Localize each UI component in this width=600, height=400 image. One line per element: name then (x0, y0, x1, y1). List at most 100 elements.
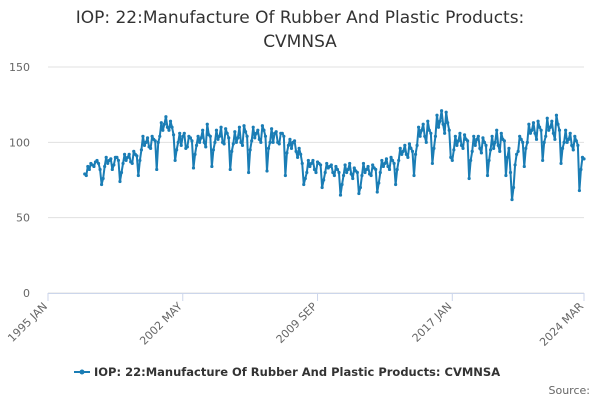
data-point (164, 115, 168, 119)
data-point (145, 136, 150, 140)
data-point (341, 173, 346, 178)
data-point (375, 190, 379, 194)
data-point (507, 146, 511, 150)
data-point (404, 152, 408, 156)
data-point (565, 140, 569, 144)
data-point (269, 127, 274, 131)
data-point (539, 128, 543, 132)
data-point (124, 158, 128, 163)
data-point (318, 163, 323, 167)
data-point (527, 122, 531, 126)
data-point (171, 133, 176, 137)
data-point (306, 158, 310, 163)
data-point (568, 131, 572, 135)
data-point (490, 134, 494, 138)
data-point (409, 146, 413, 150)
data-point (415, 143, 419, 147)
data-point (400, 152, 404, 156)
data-point (430, 161, 434, 166)
data-point (106, 161, 110, 166)
data-point (188, 136, 193, 140)
data-point (242, 124, 246, 128)
data-point (531, 121, 536, 125)
data-point (259, 140, 263, 144)
data-point (292, 139, 297, 143)
data-point (165, 125, 170, 129)
data-point (202, 140, 206, 144)
data-point (167, 128, 171, 132)
data-point (265, 169, 269, 173)
data-point (424, 140, 428, 144)
data-point (234, 140, 238, 144)
data-point (438, 119, 442, 123)
data-point (101, 176, 105, 181)
data-point (296, 155, 300, 159)
data-point (435, 113, 439, 117)
data-point (504, 173, 508, 178)
data-point (118, 179, 122, 184)
data-point (176, 140, 180, 144)
data-point (161, 128, 165, 132)
data-point (582, 157, 586, 161)
data-point (479, 151, 483, 155)
data-point (332, 173, 336, 178)
data-point (544, 134, 548, 138)
data-point (175, 148, 179, 152)
data-point (562, 140, 566, 144)
data-point (482, 140, 487, 144)
data-point (467, 176, 471, 181)
data-point (556, 122, 560, 126)
data-point (136, 173, 140, 178)
data-point (289, 146, 294, 150)
data-point (173, 158, 177, 163)
data-point (459, 143, 464, 147)
data-point (87, 167, 91, 172)
data-point (384, 157, 389, 161)
data-point (230, 149, 234, 153)
data-point (150, 134, 154, 138)
data-point (536, 119, 540, 123)
data-point (248, 148, 252, 152)
data-point (219, 125, 223, 129)
data-point (545, 116, 549, 120)
data-point (322, 178, 326, 182)
data-point (334, 164, 338, 169)
data-point (95, 158, 99, 163)
data-point (109, 157, 113, 161)
data-point (574, 139, 578, 143)
data-point (521, 140, 525, 144)
data-point (426, 119, 430, 123)
data-point (119, 170, 124, 175)
data-point (98, 167, 102, 172)
data-point (243, 130, 248, 134)
data-point (394, 182, 398, 187)
data-point (378, 170, 382, 175)
data-point (417, 125, 421, 129)
x-tick-label: 2024 MAR (537, 300, 586, 349)
source: Source: (549, 384, 591, 397)
data-point (511, 185, 516, 190)
data-point (240, 143, 245, 147)
series-line (84, 109, 585, 201)
data-point (576, 143, 580, 147)
x-tick-label: 2009 SEP (274, 300, 320, 346)
data-point (519, 137, 523, 141)
y-tick-label: 50 (16, 212, 30, 225)
data-point (320, 185, 324, 190)
data-point (429, 131, 433, 135)
data-point (144, 140, 148, 144)
y-tick-label: 0 (23, 287, 30, 300)
data-point (533, 131, 537, 135)
data-point (455, 143, 459, 147)
data-point (377, 181, 381, 185)
data-point (542, 140, 546, 144)
data-point (224, 127, 228, 131)
data-point (178, 131, 182, 135)
data-point (406, 155, 410, 159)
data-point (335, 167, 340, 172)
data-point (286, 143, 291, 147)
data-point (551, 131, 555, 135)
data-point (121, 161, 125, 166)
data-point (217, 134, 222, 138)
data-point (392, 161, 396, 166)
